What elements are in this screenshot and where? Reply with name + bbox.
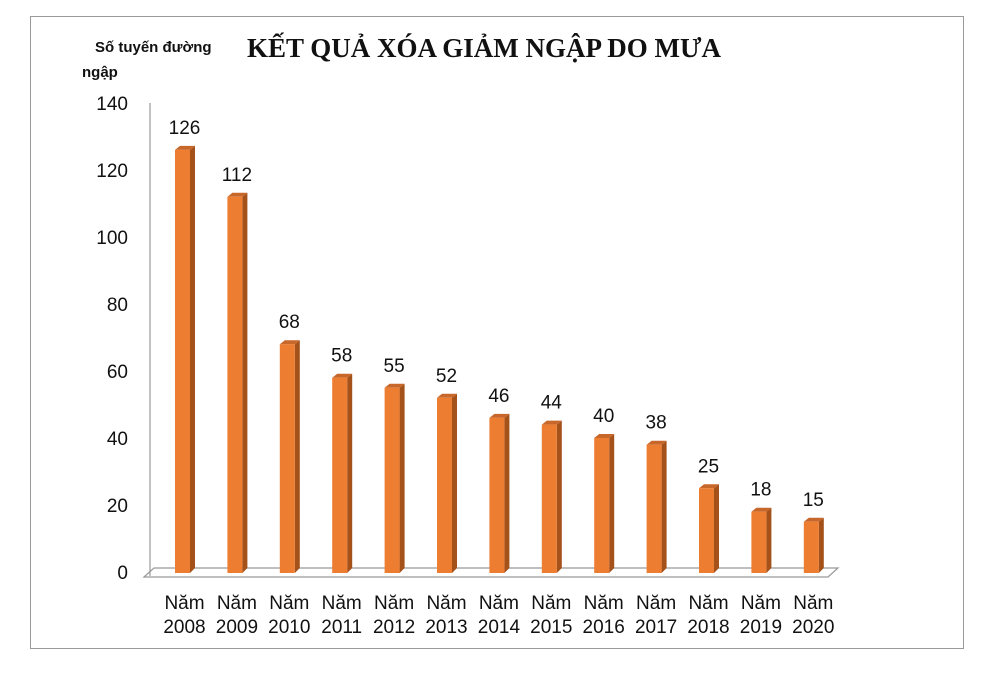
y-tick-label: 120 [96,161,128,182]
x-tick-label-line-2: 2020 [792,617,834,638]
x-tick-label-line-2: 2013 [425,617,467,638]
chart-title: KẾT QUẢ XÓA GIẢM NGẬP DO MƯA [247,32,722,63]
y-axis-label-line-2: ngập [82,64,118,81]
data-label: 38 [646,413,667,434]
bar [437,397,452,573]
x-tick-label-line-1: Năm [269,593,309,614]
x-tick-label-line-2: 2014 [478,617,521,638]
x-tick-label-line-2: 2012 [373,617,415,638]
y-tick-label: 40 [107,429,128,450]
y-tick-label: 0 [117,563,128,584]
y-tick-label: 100 [96,228,128,249]
bar [384,387,400,573]
x-tick-label-line-2: 2008 [163,617,205,638]
y-tick-label: 140 [96,94,128,115]
data-label: 25 [698,456,719,477]
bar-top [384,383,405,388]
bar [332,377,348,573]
bar [699,488,714,573]
bar-side [452,393,457,573]
bar-side [504,413,510,573]
x-tick-label-line-2: 2011 [321,617,362,638]
bar-top [279,340,300,345]
x-tick-label-line-2: 2009 [216,617,258,638]
bar-side [347,373,353,573]
bar-top [332,373,353,378]
chart-frame [30,16,964,649]
bar-top [437,393,457,398]
x-tick-label-line-1: Năm [688,593,728,614]
bar [175,149,190,573]
bar-top [646,440,667,445]
bar-side [399,383,405,573]
bar-top [227,192,248,197]
bar [227,196,243,574]
data-label: 112 [222,165,252,186]
bar-side [242,192,248,574]
x-tick-label-line-1: Năm [322,593,362,614]
bar-side [556,420,562,573]
data-label: 40 [593,406,614,427]
bar [646,444,662,573]
bar [279,344,295,573]
data-label: 126 [169,118,201,139]
y-axis-label-line-1: Số tuyến đường [95,39,212,56]
x-tick-label-line-1: Năm [531,593,571,614]
x-tick-label-line-2: 2015 [530,617,572,638]
x-tick-label-line-1: Năm [164,593,204,614]
x-tick-label-line-2: 2010 [268,617,310,638]
bar-top [489,413,510,418]
data-label: 46 [488,386,509,407]
x-tick-label-line-1: Năm [636,593,676,614]
data-label: 55 [384,356,405,377]
bar [594,438,610,573]
data-label: 52 [436,366,457,387]
bar-side [661,440,667,573]
y-tick-label: 20 [107,496,128,517]
bar [803,521,819,573]
bar-side [609,434,615,573]
data-label: 18 [750,480,771,501]
x-tick-label-line-2: 2018 [687,617,729,638]
data-label: 15 [803,490,824,511]
data-label: 58 [331,346,352,367]
bar-side [818,517,824,573]
bar-top [175,145,195,150]
x-tick-label-line-1: Năm [479,593,519,614]
bar [541,424,557,573]
x-tick-label-line-1: Năm [374,593,414,614]
x-tick-label-line-1: Năm [584,593,624,614]
x-tick-label-line-1: Năm [793,593,833,614]
bar-side [766,507,772,573]
y-tick-label: 80 [107,295,128,316]
x-tick-label-line-2: 2017 [635,617,677,638]
bar [751,511,767,573]
x-tick-label-line-2: 2016 [583,617,625,638]
bar-top [541,420,562,425]
bar-side [714,484,719,573]
bar-side [294,340,300,573]
bar-top [594,434,615,438]
data-label: 44 [541,393,563,414]
x-tick-label-line-1: Năm [217,593,257,614]
bar-top [751,507,772,512]
chart-floor [142,567,840,578]
bar-top [803,517,824,522]
x-tick-label-line-2: 2019 [740,617,782,638]
data-label: 68 [279,312,300,333]
bar-top [699,484,719,489]
bar [489,417,505,573]
y-tick-label: 60 [107,362,128,383]
x-tick-label-line-1: Năm [426,593,466,614]
x-tick-label-line-1: Năm [741,593,781,614]
bar-side [190,145,195,573]
